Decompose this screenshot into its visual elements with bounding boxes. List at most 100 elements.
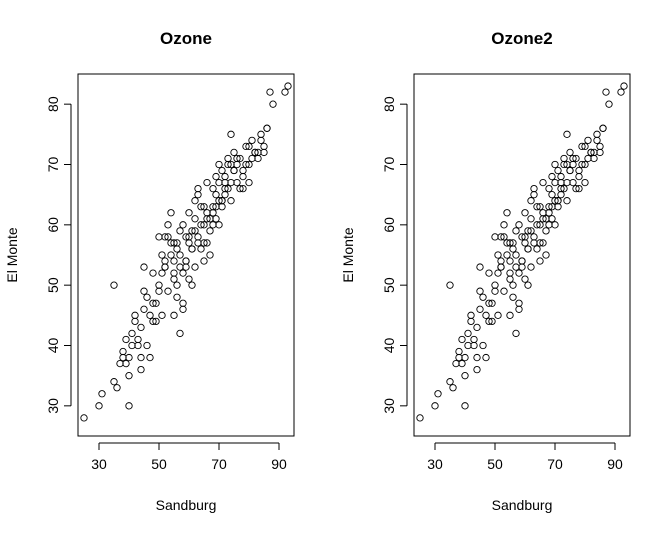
data-point bbox=[125, 353, 133, 362]
y-tick-label: 70 bbox=[45, 157, 61, 173]
data-point bbox=[521, 233, 529, 241]
data-point bbox=[239, 166, 247, 175]
data-point bbox=[530, 233, 538, 241]
data-point bbox=[260, 142, 268, 151]
data-point bbox=[173, 293, 181, 301]
data-point bbox=[164, 287, 172, 295]
data-point bbox=[455, 347, 463, 356]
data-point bbox=[254, 148, 262, 157]
data-point bbox=[470, 335, 478, 344]
data-point bbox=[170, 257, 178, 265]
x-axis: 30 50 70 90 bbox=[91, 442, 287, 472]
data-point bbox=[176, 329, 184, 338]
data-point bbox=[221, 178, 229, 187]
data-point bbox=[554, 166, 562, 175]
data-point bbox=[578, 142, 586, 151]
data-point bbox=[590, 154, 598, 163]
data-point bbox=[557, 191, 565, 199]
data-point bbox=[170, 275, 178, 283]
data-point bbox=[539, 239, 547, 247]
y-tick-label: 60 bbox=[381, 217, 397, 233]
data-point bbox=[548, 203, 556, 211]
data-point bbox=[215, 221, 223, 229]
data-point bbox=[185, 275, 193, 283]
data-point bbox=[191, 197, 199, 205]
data-point bbox=[488, 317, 496, 326]
data-point bbox=[506, 257, 514, 265]
x-tick-label: 50 bbox=[487, 456, 503, 472]
data-point bbox=[569, 178, 577, 187]
data-point bbox=[509, 281, 517, 289]
data-point bbox=[170, 269, 178, 277]
plot-frame bbox=[77, 73, 295, 437]
data-point bbox=[605, 100, 613, 108]
x-tick-label: 30 bbox=[427, 456, 443, 472]
data-point bbox=[485, 269, 493, 277]
x-axis: 30 50 70 90 bbox=[427, 442, 623, 472]
data-point bbox=[203, 215, 211, 223]
data-point bbox=[563, 130, 571, 138]
data-point bbox=[221, 184, 229, 193]
data-point bbox=[230, 166, 238, 175]
data-point bbox=[179, 299, 187, 307]
data-point bbox=[506, 311, 514, 319]
data-point bbox=[530, 184, 538, 193]
data-point bbox=[461, 353, 469, 362]
y-axis: 30 40 50 60 70 80 bbox=[381, 96, 408, 414]
data-point bbox=[491, 233, 499, 241]
data-point bbox=[212, 215, 220, 223]
data-point bbox=[416, 414, 424, 422]
data-point bbox=[467, 317, 475, 326]
data-point bbox=[479, 341, 487, 350]
data-point bbox=[257, 130, 265, 138]
data-point bbox=[509, 293, 517, 301]
data-point bbox=[200, 203, 208, 211]
data-point bbox=[470, 341, 478, 350]
data-point bbox=[260, 148, 268, 157]
y-axis-label: El Monte bbox=[340, 227, 356, 282]
data-point bbox=[110, 281, 118, 289]
data-point bbox=[188, 245, 196, 253]
data-point bbox=[458, 359, 466, 368]
data-point bbox=[194, 184, 202, 193]
y-tick-label: 80 bbox=[381, 96, 397, 112]
data-point bbox=[617, 88, 625, 96]
data-point bbox=[212, 203, 220, 211]
data-point bbox=[569, 160, 577, 169]
data-point bbox=[218, 166, 226, 175]
data-point bbox=[182, 263, 190, 271]
data-point bbox=[173, 245, 181, 253]
data-point bbox=[533, 203, 541, 211]
data-point bbox=[548, 191, 556, 199]
data-point bbox=[224, 160, 232, 169]
y-tick-label: 60 bbox=[45, 217, 61, 233]
data-point bbox=[491, 287, 499, 295]
data-point bbox=[551, 221, 559, 229]
data-point bbox=[128, 329, 136, 338]
data-point bbox=[521, 209, 529, 217]
data-point bbox=[122, 359, 130, 368]
y-axis-label: El Monte bbox=[4, 227, 20, 282]
data-point bbox=[452, 359, 460, 368]
data-point bbox=[140, 305, 148, 313]
data-point bbox=[158, 269, 166, 277]
y-axis: 30 40 50 60 70 80 bbox=[45, 96, 72, 414]
data-point bbox=[146, 353, 154, 362]
y-tick-label: 30 bbox=[45, 398, 61, 414]
data-point bbox=[239, 184, 247, 193]
data-point bbox=[224, 154, 232, 163]
data-point bbox=[206, 227, 214, 235]
data-point bbox=[197, 245, 205, 253]
data-point bbox=[464, 341, 472, 350]
data-point bbox=[491, 281, 499, 289]
data-point bbox=[242, 142, 250, 151]
data-point bbox=[560, 184, 568, 193]
data-point bbox=[167, 209, 175, 217]
y-tick-label: 50 bbox=[381, 277, 397, 293]
data-point bbox=[500, 287, 508, 295]
data-point bbox=[545, 184, 553, 193]
data-point bbox=[281, 88, 289, 96]
data-point bbox=[209, 184, 217, 193]
data-point bbox=[263, 124, 271, 132]
